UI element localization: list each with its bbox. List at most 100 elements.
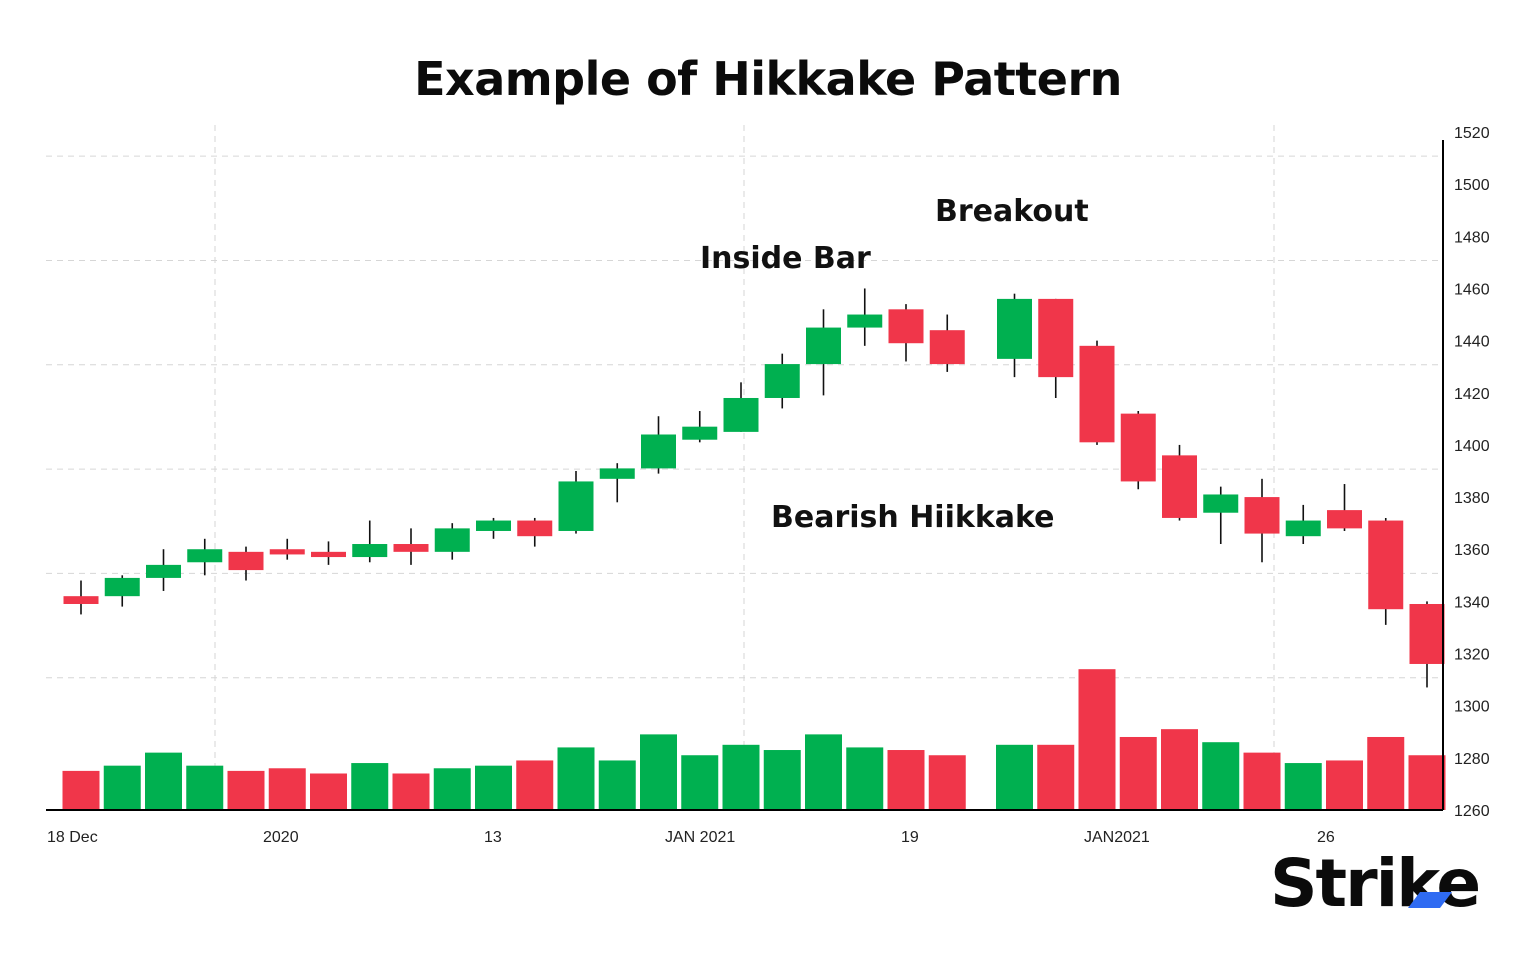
y-tick-label: 1400 (1454, 438, 1490, 455)
volume-bar (62, 770, 100, 810)
candle-body (599, 468, 635, 479)
x-tick-label: 13 (484, 829, 502, 846)
y-tick-label: 1280 (1454, 751, 1490, 768)
y-tick-label: 1440 (1454, 334, 1490, 351)
svg-text:Strike: Strike (1270, 845, 1479, 922)
volume-bar (996, 744, 1033, 810)
x-axis-ticks: 18 Dec 2020 13 JAN 2021 19 JAN2021 26 (47, 829, 1335, 846)
annotation-label: Bearish Hiikkake (771, 500, 1055, 535)
volume-bar (227, 770, 265, 810)
x-tick-label: 26 (1317, 829, 1335, 846)
candle-body (1203, 494, 1239, 513)
candle-body (228, 551, 264, 571)
volume-bar (351, 763, 389, 810)
candle-body (1327, 510, 1362, 529)
candle-body (764, 364, 800, 398)
candle-body (682, 426, 718, 440)
candle-body (806, 327, 841, 365)
candle-body (104, 577, 140, 597)
candle-body (1244, 497, 1280, 534)
candle-body (1079, 345, 1115, 443)
candle-body (1038, 298, 1074, 378)
candle-body (723, 397, 759, 432)
logo-text-prefix: Stri (1270, 845, 1396, 922)
candle-body (517, 520, 553, 537)
volume-bar (186, 765, 224, 810)
annotation-label: Breakout (935, 194, 1089, 229)
volume-bar (1078, 669, 1116, 810)
volume-bar (433, 768, 471, 810)
y-tick-label: 1500 (1454, 177, 1490, 194)
volume-bar (763, 750, 801, 810)
x-tick-label: 19 (901, 829, 919, 846)
grid (46, 125, 1443, 810)
logo-accent-arrow (1408, 892, 1452, 908)
logo-text-suffix: e (1436, 845, 1479, 922)
y-tick-label: 1300 (1454, 699, 1490, 716)
annotations: Inside Bar Breakout Bearish Hiikkake (700, 194, 1089, 535)
y-tick-label: 1360 (1454, 542, 1490, 559)
volume-bar (557, 747, 595, 810)
volume-bar (846, 747, 884, 810)
x-tick-label: JAN2021 (1084, 829, 1150, 846)
volume-bars (62, 669, 1446, 810)
volume-bar (1367, 736, 1405, 810)
candle-body (1120, 413, 1156, 482)
candle-body (1409, 603, 1445, 664)
x-tick-label: 18 Dec (47, 829, 98, 846)
candle-body (311, 551, 346, 558)
y-tick-label: 1260 (1454, 803, 1490, 820)
candle-body (997, 298, 1032, 359)
candle-body (847, 314, 883, 328)
axes (46, 140, 1444, 811)
candle-body (63, 596, 99, 604)
candle-body (888, 309, 924, 344)
volume-bar (1202, 742, 1240, 810)
candle-body (269, 549, 305, 555)
volume-bar (681, 755, 719, 810)
volume-bar (1284, 763, 1322, 810)
y-tick-label: 1520 (1454, 125, 1490, 142)
volume-bar (103, 765, 141, 810)
candle-body (929, 330, 965, 365)
volume-bar (1119, 736, 1157, 810)
candle-body (1368, 520, 1404, 610)
candle-body (187, 549, 223, 563)
strike-logo: Strike (1270, 845, 1481, 922)
candle-body (558, 481, 594, 531)
candles (63, 288, 1445, 688)
candle-body (146, 564, 181, 578)
y-tick-label: 1460 (1454, 281, 1490, 298)
y-tick-label: 1320 (1454, 647, 1490, 664)
volume-bar (310, 773, 347, 810)
volume-bar (805, 734, 842, 810)
candle-body (1162, 455, 1197, 518)
logo-text-k: k (1396, 845, 1442, 922)
candle-body (393, 544, 429, 552)
candle-body (434, 528, 470, 552)
volume-bar (268, 768, 306, 810)
y-tick-label: 1480 (1454, 229, 1490, 246)
volume-bar (1326, 760, 1363, 810)
candle-body (352, 544, 388, 558)
volume-bar (145, 752, 182, 810)
y-tick-label: 1420 (1454, 386, 1490, 403)
candle-body (476, 520, 511, 531)
annotation-label: Inside Bar (700, 241, 871, 276)
candle-body (641, 434, 676, 469)
volume-bar (887, 750, 925, 810)
volume-bar (392, 773, 430, 810)
volume-bar (1408, 755, 1446, 810)
chart-title: Example of Hikkake Pattern (414, 52, 1122, 106)
volume-bar (598, 760, 636, 810)
volume-bar (640, 734, 677, 810)
y-tick-label: 1340 (1454, 594, 1490, 611)
candle-body (1285, 520, 1321, 537)
volume-bar (516, 760, 554, 810)
volume-bar (475, 765, 512, 810)
y-axis-ticks: 1520 1500 1480 1460 1440 1420 1400 1380 1360 1340… (1454, 125, 1490, 820)
y-tick-label: 1380 (1454, 490, 1490, 507)
volume-bar (1243, 752, 1281, 810)
x-tick-label: 2020 (263, 829, 299, 846)
